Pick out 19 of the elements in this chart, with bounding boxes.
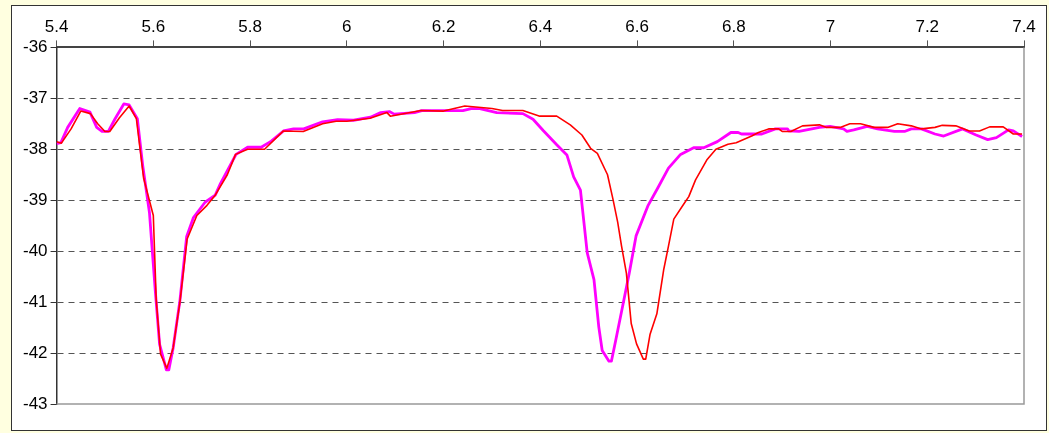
x-tick-label: 6.8 [721,16,746,36]
y-tick-label: -41 [22,291,48,311]
y-tick-label: -38 [22,138,48,158]
x-tick-label: 7 [825,16,836,36]
x-tick-label: 6.2 [431,16,456,36]
y-tick-label: -37 [22,88,48,108]
x-tick-label: 6 [342,16,352,36]
y-tick-label: -36 [22,37,48,57]
y-tick-label: -43 [22,393,48,413]
x-tick-label: 6.4 [528,16,553,36]
y-tick-label: -40 [22,240,48,260]
x-tick-label: 7.4 [1012,16,1036,36]
y-tick-label: -39 [22,189,48,209]
y-tick-label: -42 [22,342,48,362]
x-tick-label: 7.2 [915,16,940,36]
x-tick-label: 5.6 [141,16,166,36]
x-tick-label: 5.8 [238,16,262,36]
x-tick-label: 5.4 [44,16,69,36]
x-tick-label: 6.6 [625,16,649,36]
